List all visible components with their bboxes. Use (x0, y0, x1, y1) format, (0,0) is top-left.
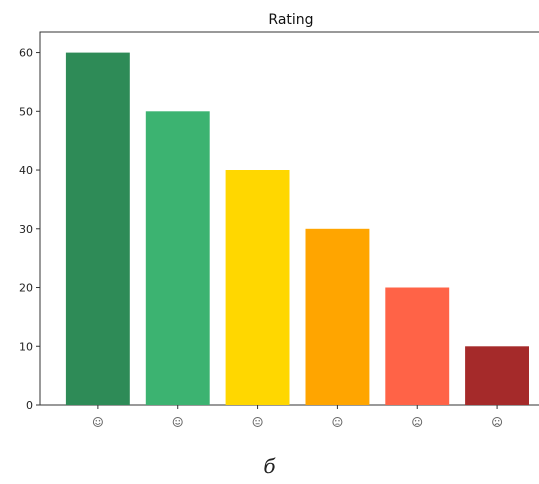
y-tick-label: 30 (19, 223, 33, 236)
y-tick-label: 10 (19, 340, 33, 353)
y-tick-label: 0 (26, 399, 33, 412)
figure-caption: б (263, 454, 276, 478)
happy-face-icon (172, 417, 183, 427)
very-happy-face-icon (92, 417, 103, 427)
x-axis (92, 405, 503, 427)
y-axis: 0 10 20 30 40 50 60 (19, 47, 40, 412)
slightly-sad-face-icon (332, 417, 343, 427)
chart-title: Rating (268, 12, 313, 28)
sad-face-icon (412, 417, 423, 427)
bar-sad (385, 287, 450, 405)
y-tick-label: 60 (19, 47, 33, 60)
y-tick-label: 50 (19, 105, 33, 118)
bar-slightly-sad (305, 228, 370, 405)
neutral-face-icon (252, 417, 263, 427)
bar-chart: Rating 0 10 20 30 40 50 60 (19, 12, 539, 427)
bar-very-happy (65, 52, 130, 405)
bar-neutral (225, 170, 290, 405)
very-sad-face-icon (492, 417, 503, 427)
bars-group (65, 52, 529, 406)
y-tick-label: 40 (19, 164, 33, 177)
plot-area (39, 31, 539, 406)
bar-happy (145, 111, 210, 406)
bar-very-sad (465, 346, 529, 405)
y-tick-label: 20 (19, 282, 33, 295)
